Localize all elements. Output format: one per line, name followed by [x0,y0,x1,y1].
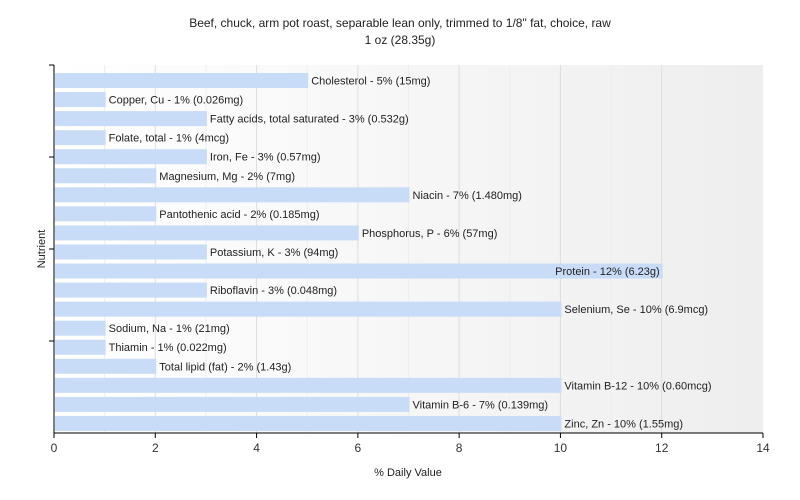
bar [55,301,562,317]
bar [55,187,410,203]
bar [55,206,157,222]
bar-label: Riboflavin - 3% (0.048mg) [210,285,337,297]
x-tick-label: 10 [554,441,568,455]
bars: Cholesterol - 5% (15mg) Copper, Cu - 1% (… [55,73,712,431]
bar-label: Iron, Fe - 3% (0.57mg) [210,152,321,164]
bar [55,111,207,127]
x-tick-label: 0 [51,441,58,455]
bar [55,396,410,412]
bar-label: Sodium, Na - 1% (21mg) [109,323,230,335]
x-tick-label: 6 [355,441,362,455]
bar-label: Folate, total - 1% (4mcg) [109,133,229,145]
bar [55,282,207,298]
x-axis-label: % Daily Value [374,467,442,479]
bar-label: Fatty acids, total saturated - 3% (0.532… [210,114,409,126]
bar-label: Vitamin B-6 - 7% (0.139mg) [413,399,549,411]
bar [55,320,106,336]
bar [55,377,562,393]
chart-subtitle: 1 oz (28.35g) [365,33,436,47]
bar [55,130,106,146]
axes [49,64,763,434]
bar-label: Magnesium, Mg - 2% (7mg) [159,171,295,183]
bar-label: Phosphorus, P - 6% (57mg) [362,228,498,240]
bar-label: Niacin - 7% (1.480mg) [413,190,522,202]
bar-label: Protein - 12% (6.23g) [555,266,660,278]
x-tick-label: 14 [756,441,770,455]
x-tick-label: 2 [152,441,159,455]
bar-label: Potassium, K - 3% (94mg) [210,247,338,259]
bar-label: Vitamin B-12 - 10% (0.60mcg) [564,380,711,392]
bar-label: Thiamin - 1% (0.022mg) [109,342,227,354]
bar [55,149,207,165]
bar [55,358,157,374]
bar-label: Copper, Cu - 1% (0.026mg) [109,95,244,107]
chart-title: Beef, chuck, arm pot roast, separable le… [189,16,611,30]
x-tick-label: 8 [456,441,463,455]
bar [55,168,157,184]
bar [55,73,309,88]
bar-label: Selenium, Se - 10% (6.9mcg) [564,304,708,316]
x-ticks: 0 2 4 6 8 10 12 14 [51,433,770,455]
bar-label: Zinc, Zn - 10% (1.55mg) [564,418,683,430]
bar [55,263,663,279]
bar [55,225,359,241]
bar-label: Pantothenic acid - 2% (0.185mg) [159,209,319,221]
bar-label: Total lipid (fat) - 2% (1.43g) [159,361,291,373]
bar [55,415,562,431]
x-tick-label: 12 [655,441,669,455]
bar-label: Cholesterol - 5% (15mg) [311,76,430,88]
bar [55,92,106,108]
x-tick-label: 4 [253,441,260,455]
y-axis-label: Nutrient [36,230,48,269]
bar [55,339,106,355]
bar [55,244,207,260]
